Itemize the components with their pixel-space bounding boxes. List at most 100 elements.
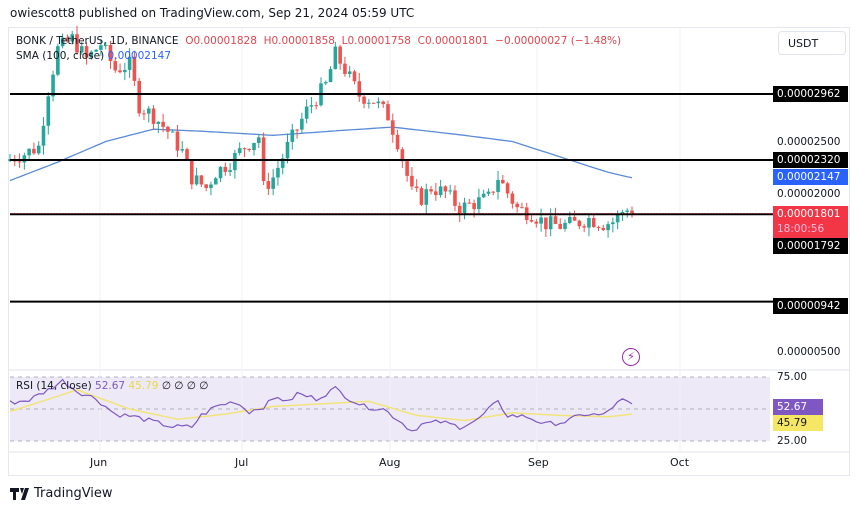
candle-body: [127, 56, 132, 70]
candle-body: [151, 108, 156, 124]
symbol-legend: BONK / TetherUS, 1D, BINANCE O0.00001828…: [16, 35, 621, 47]
candle-body: [46, 96, 51, 126]
candle-body: [213, 178, 218, 185]
candle-body: [75, 34, 79, 53]
candle-body: [448, 190, 452, 192]
tradingview-logo-icon: [10, 487, 29, 500]
candle-body: [60, 37, 65, 47]
tradingview-logo[interactable]: TradingView: [10, 486, 113, 501]
candle-body: [137, 80, 141, 114]
candle-body: [443, 186, 448, 192]
candle-body: [486, 191, 491, 194]
sma-line: [9, 126, 633, 182]
candle-body: [544, 217, 548, 230]
symbol-label[interactable]: BONK / TetherUS, 1D, BINANCE: [16, 35, 179, 47]
sma-legend[interactable]: SMA (100, close) 0.00002147: [16, 50, 171, 62]
candle-body: [414, 186, 419, 189]
candle-body: [410, 175, 414, 187]
chart-frame: [8, 27, 850, 476]
candle-body: [170, 131, 175, 133]
candle-body: [568, 217, 572, 223]
candle-body: [223, 166, 228, 172]
candle-body: [338, 46, 342, 64]
candle-body: [520, 207, 524, 209]
candle-body: [280, 158, 285, 168]
candle-body: [467, 202, 472, 204]
candle-body: [362, 96, 366, 104]
candle-body: [438, 186, 443, 196]
candle-body: [395, 134, 400, 150]
candle-body: [242, 148, 247, 150]
candle-body: [247, 148, 252, 151]
price-tick: 0.00000500: [777, 346, 841, 358]
last-price: 0.00001801: [777, 208, 841, 220]
candle-body: [582, 226, 586, 228]
candle-body: [89, 51, 94, 58]
candle-body: [529, 219, 534, 222]
candle-body: [132, 56, 137, 81]
candle-body: [577, 220, 582, 227]
candle-body: [539, 217, 543, 224]
candle-body: [27, 148, 31, 156]
candle-body: [314, 105, 319, 107]
candle-body: [400, 149, 405, 162]
candle-body: [386, 104, 390, 121]
rsi-legend[interactable]: RSI (14, close) 52.67 45.79 ∅ ∅ ∅ ∅: [16, 380, 208, 392]
candle-body: [56, 46, 60, 75]
level-label: 0.00001792: [773, 238, 848, 254]
candle-body: [553, 216, 558, 224]
candle-body: [347, 71, 352, 74]
low-value: L0.00001758: [341, 35, 411, 47]
lightning-icon[interactable]: ⚡: [622, 348, 640, 366]
candle-body: [496, 179, 500, 192]
candle-body: [510, 193, 515, 204]
rsi-value: 52.67: [95, 380, 126, 392]
rsi-label: RSI (14, close): [16, 380, 92, 392]
candle-body: [587, 218, 591, 228]
currency-button[interactable]: USDT: [778, 31, 846, 55]
high-value: H0.00001858: [263, 35, 335, 47]
candle-body: [271, 177, 275, 189]
candle-body: [477, 197, 481, 210]
open-value: O0.00001828: [185, 35, 257, 47]
candle-body: [70, 34, 74, 42]
published-line: owiescott8 published on TradingView.com,…: [10, 6, 415, 20]
candle-body: [257, 137, 261, 144]
candle-body: [333, 46, 338, 70]
candle-body: [285, 141, 290, 159]
candle-body: [190, 159, 194, 185]
candle-body: [563, 222, 567, 229]
candle-body: [295, 129, 299, 131]
candle-body: [491, 191, 496, 193]
candle-body: [99, 45, 103, 50]
candle-body: [405, 161, 409, 176]
candle-body: [309, 105, 314, 107]
candle-body: [462, 202, 467, 215]
candle-body: [323, 82, 328, 84]
sma-value: 0.00002147: [107, 50, 172, 62]
time-label: Jul: [235, 456, 249, 469]
candle-body: [371, 102, 376, 104]
time-label: Sep: [528, 456, 549, 469]
candle-body: [32, 148, 36, 154]
candle-body: [591, 218, 596, 228]
time-label: Oct: [670, 456, 690, 469]
candle-body: [558, 223, 563, 229]
candle-body: [108, 44, 113, 62]
candle-body: [22, 155, 27, 163]
rsi-line: [9, 378, 633, 432]
candle-body: [161, 121, 165, 127]
candle-body: [596, 227, 601, 229]
level-label: 0.00000942: [773, 298, 848, 314]
candle-body: [209, 184, 213, 188]
rsi-value-tag: 52.67: [773, 399, 823, 415]
candle-body: [36, 145, 41, 154]
candle-body: [606, 224, 610, 231]
rsi-ma-line: [9, 389, 633, 422]
candle-body: [84, 46, 89, 58]
candle-body: [419, 188, 424, 205]
candle-body: [381, 101, 385, 105]
candle-body: [142, 113, 146, 115]
candle-body: [357, 81, 362, 97]
